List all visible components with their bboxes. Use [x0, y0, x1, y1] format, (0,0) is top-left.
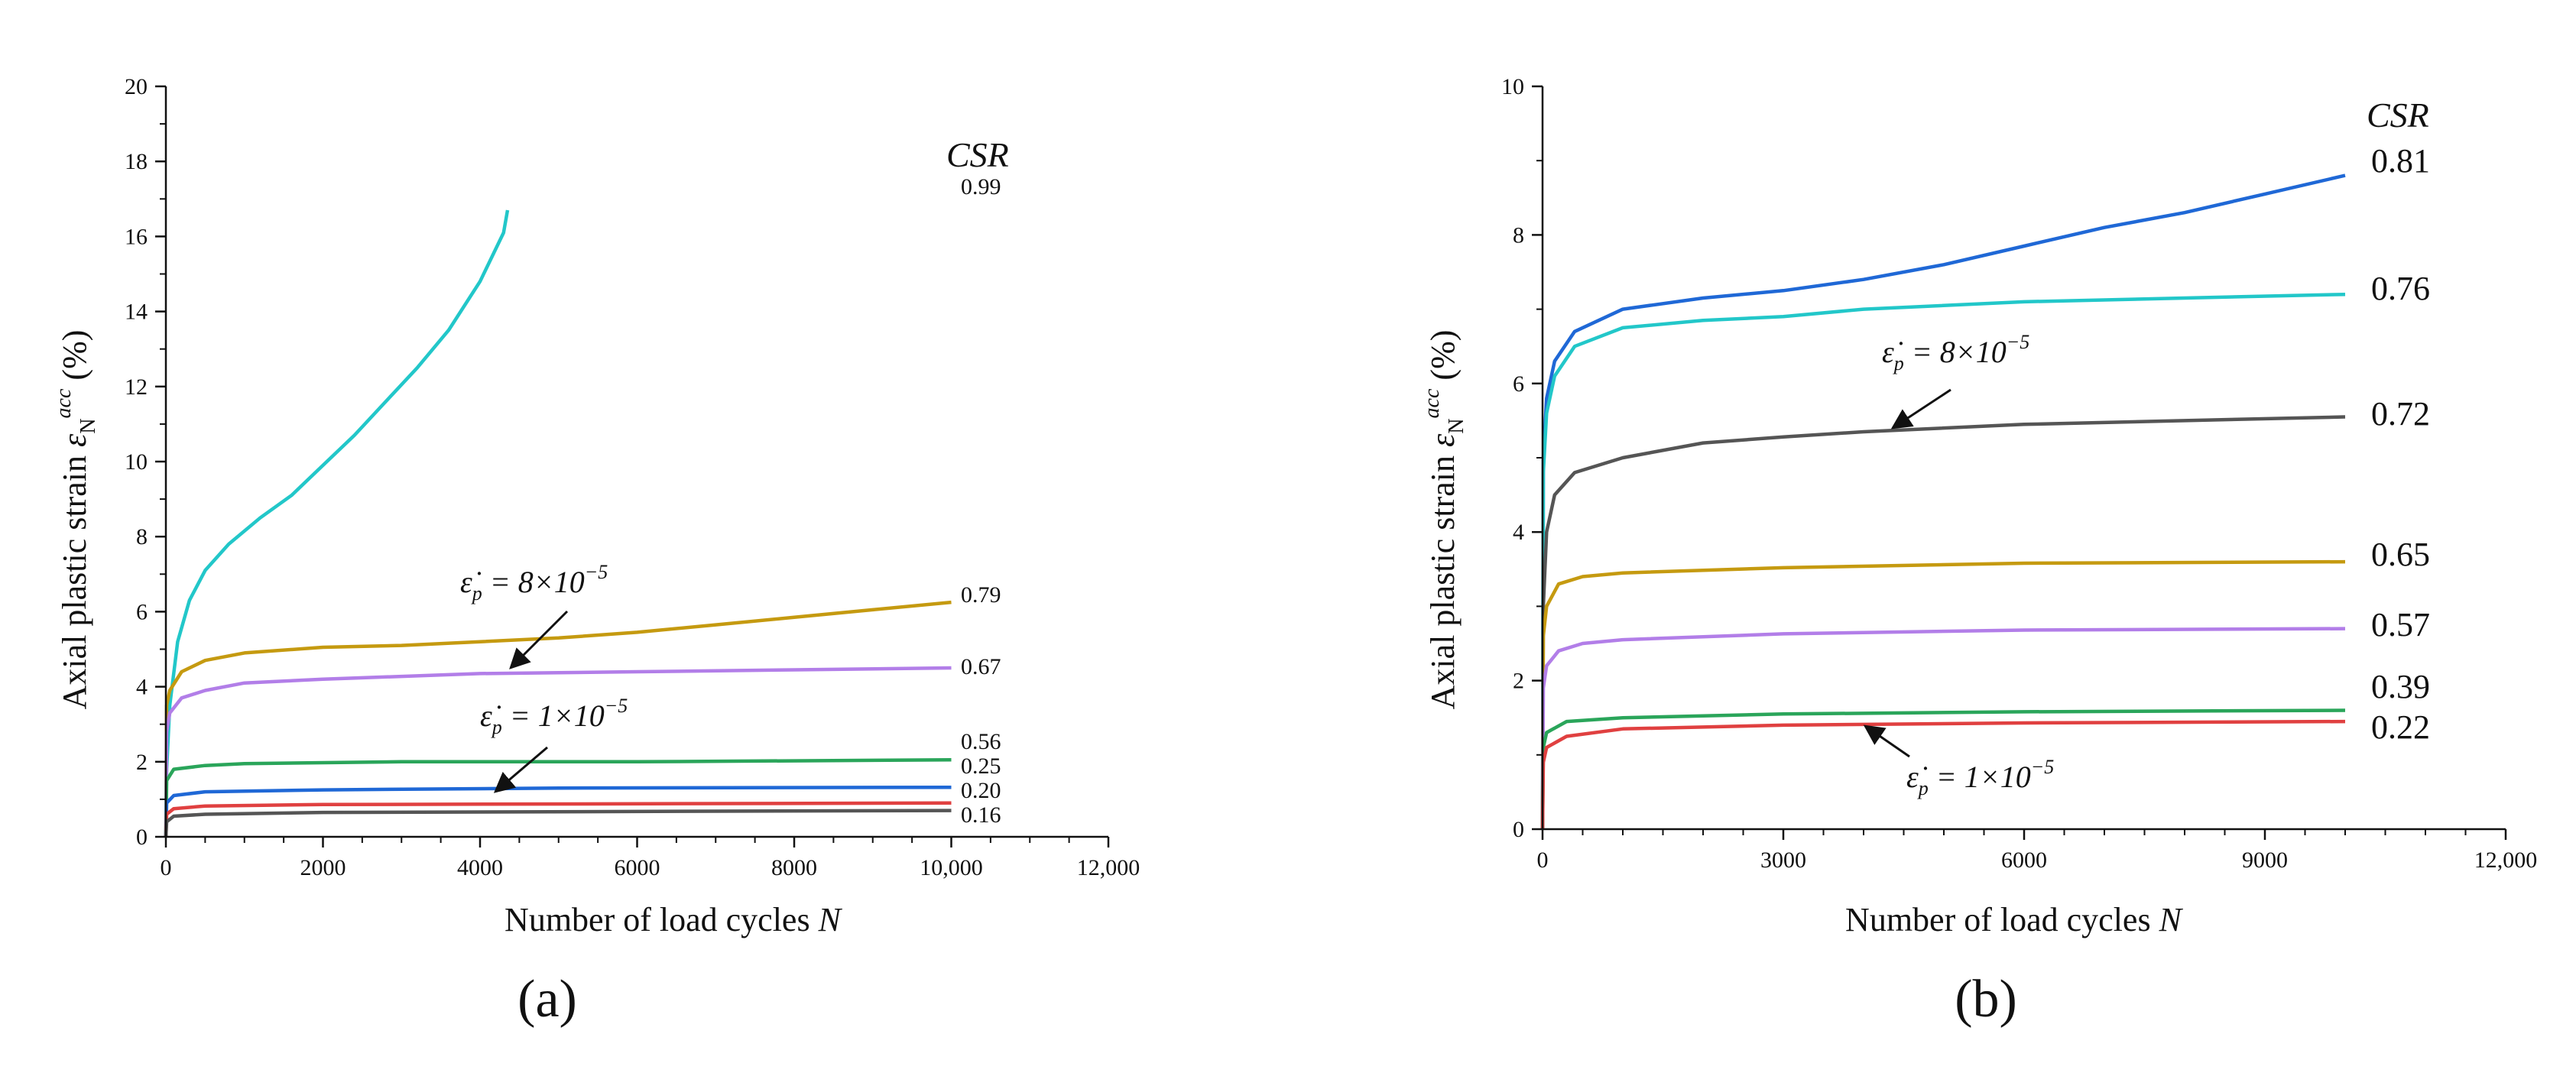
- y-tick-label-a-0: 0: [136, 825, 148, 850]
- y-tick-label-b-1: 2: [1513, 669, 1524, 694]
- series-line-a-6: [164, 809, 952, 838]
- series-layer-b: [1540, 173, 2346, 830]
- series-label-a-5: 0.20: [961, 778, 1001, 803]
- series-line-b-1: [1540, 292, 2346, 830]
- series-line-a-1: [164, 600, 952, 838]
- series-line-b-5: [1540, 708, 2346, 830]
- series-label-a-4: 0.25: [961, 754, 1001, 779]
- annotation-a-slow-arrow: [493, 746, 548, 793]
- series-label-a-1: 0.79: [961, 582, 1001, 608]
- annotation-b-slow-arrow: [1863, 724, 1910, 758]
- y-tick-label-a-4: 8: [136, 524, 148, 549]
- y-tick-label-b-3: 6: [1513, 371, 1524, 397]
- y-tick-label-b-2: 4: [1513, 520, 1524, 545]
- annotation-b-fast: ε̇p = 8×10−5: [1882, 331, 2029, 374]
- annotation-a-slow: ε̇p = 1×10−5: [480, 695, 628, 738]
- x-tick-label-a-1: 2000: [300, 855, 346, 880]
- x-tick-label-a-2: 4000: [457, 855, 503, 880]
- legend-title-b: CSR: [2367, 96, 2429, 134]
- series-label-b-4: 0.57: [2371, 606, 2430, 643]
- chart-panel-a: 0 2000 4000 6000 8000 10,000 12,000 0 2 4 6 8 10 12 14…: [52, 74, 1140, 1029]
- annotation-b-slow: ε̇p = 1×10−5: [1906, 756, 2054, 799]
- x-tick-label-b-4: 12,000: [2474, 848, 2538, 873]
- series-label-b-6: 0.22: [2371, 708, 2430, 746]
- y-tick-label-b-5: 10: [1501, 74, 1524, 99]
- series-line-a-0: [164, 209, 510, 838]
- x-tick-label-a-5: 10,000: [920, 855, 983, 880]
- series-line-a-5: [164, 801, 952, 838]
- axes-a: [155, 85, 1110, 848]
- y-tick-label-a-2: 4: [136, 675, 148, 700]
- tick-labels-a: 0 2000 4000 6000 8000 10,000 12,000 0 2 4 6 8 10 12 14…: [125, 74, 1140, 880]
- x-tick-label-b-0: 0: [1537, 848, 1549, 873]
- x-tick-label-a-0: 0: [161, 855, 172, 880]
- x-tick-label-a-4: 8000: [771, 855, 817, 880]
- tick-labels-b: 0 3000 6000 9000 12,000 0 2 4 6 8 10: [1501, 74, 2537, 873]
- panel-label-b: (b): [1955, 970, 2017, 1029]
- annotation-a-fast-arrow: [509, 610, 569, 669]
- y-tick-label-a-9: 18: [125, 149, 148, 174]
- series-line-b-6: [1540, 719, 2346, 830]
- series-label-b-1: 0.76: [2371, 270, 2430, 307]
- y-axis-title-a: Axial plastic strain εNacc (%): [52, 330, 100, 710]
- csr-labels-a: 0.99 0.79 0.67 0.560.250.200.16: [961, 174, 1001, 828]
- series-line-b-0: [1540, 173, 2346, 830]
- y-tick-label-a-1: 2: [136, 750, 148, 775]
- y-tick-label-a-7: 14: [125, 300, 148, 325]
- y-tick-label-b-4: 8: [1513, 222, 1524, 248]
- x-tick-label-a-3: 6000: [615, 855, 660, 880]
- panel-label-a: (a): [517, 970, 577, 1029]
- y-tick-label-a-8: 16: [125, 224, 148, 249]
- y-tick-label-a-10: 20: [125, 74, 148, 99]
- x-axis-title-a: Number of load cycles N: [504, 901, 843, 938]
- series-line-b-4: [1540, 627, 2346, 830]
- legend-title-a: CSR: [946, 135, 1009, 174]
- csr-labels-b: 0.81 0.76 0.72 0.65 0.57 0.390.22: [2371, 142, 2430, 746]
- series-label-a-0: 0.99: [961, 174, 1001, 199]
- x-tick-label-a-6: 12,000: [1077, 855, 1140, 880]
- y-axis-title-b: Axial plastic strain εNacc (%): [1420, 330, 1468, 710]
- x-axis-title-a-main: Number of load cycles: [504, 901, 819, 938]
- x-tick-label-b-2: 6000: [2001, 848, 2047, 873]
- series-line-a-2: [164, 666, 952, 838]
- series-label-b-5: 0.39: [2371, 668, 2430, 705]
- y-tick-label-b-0: 0: [1513, 817, 1524, 842]
- axes-b: [1532, 85, 2507, 840]
- series-line-a-3: [164, 758, 952, 838]
- y-tick-label-a-6: 12: [125, 374, 148, 400]
- series-layer-a: [164, 209, 952, 838]
- series-label-a-6: 0.16: [961, 802, 1001, 828]
- x-axis-title-b: Number of load cycles N: [1845, 901, 2184, 938]
- x-tick-label-b-1: 3000: [1760, 848, 1806, 873]
- series-line-b-2: [1540, 415, 2346, 830]
- annotation-a-fast: ε̇p = 8×10−5: [460, 561, 608, 604]
- annotation-b-fast-arrow: [1890, 388, 1951, 429]
- series-label-a-3: 0.56: [961, 729, 1001, 754]
- series-label-a-2: 0.67: [961, 654, 1001, 679]
- series-label-b-3: 0.65: [2371, 536, 2430, 573]
- y-tick-label-a-5: 10: [125, 449, 148, 475]
- series-label-b-2: 0.72: [2371, 395, 2430, 433]
- x-tick-label-b-3: 9000: [2242, 848, 2288, 873]
- series-label-b-0: 0.81: [2371, 142, 2430, 180]
- x-axis-title-a-var: N: [818, 901, 843, 938]
- y-tick-label-a-3: 6: [136, 599, 148, 624]
- series-line-b-3: [1540, 559, 2346, 830]
